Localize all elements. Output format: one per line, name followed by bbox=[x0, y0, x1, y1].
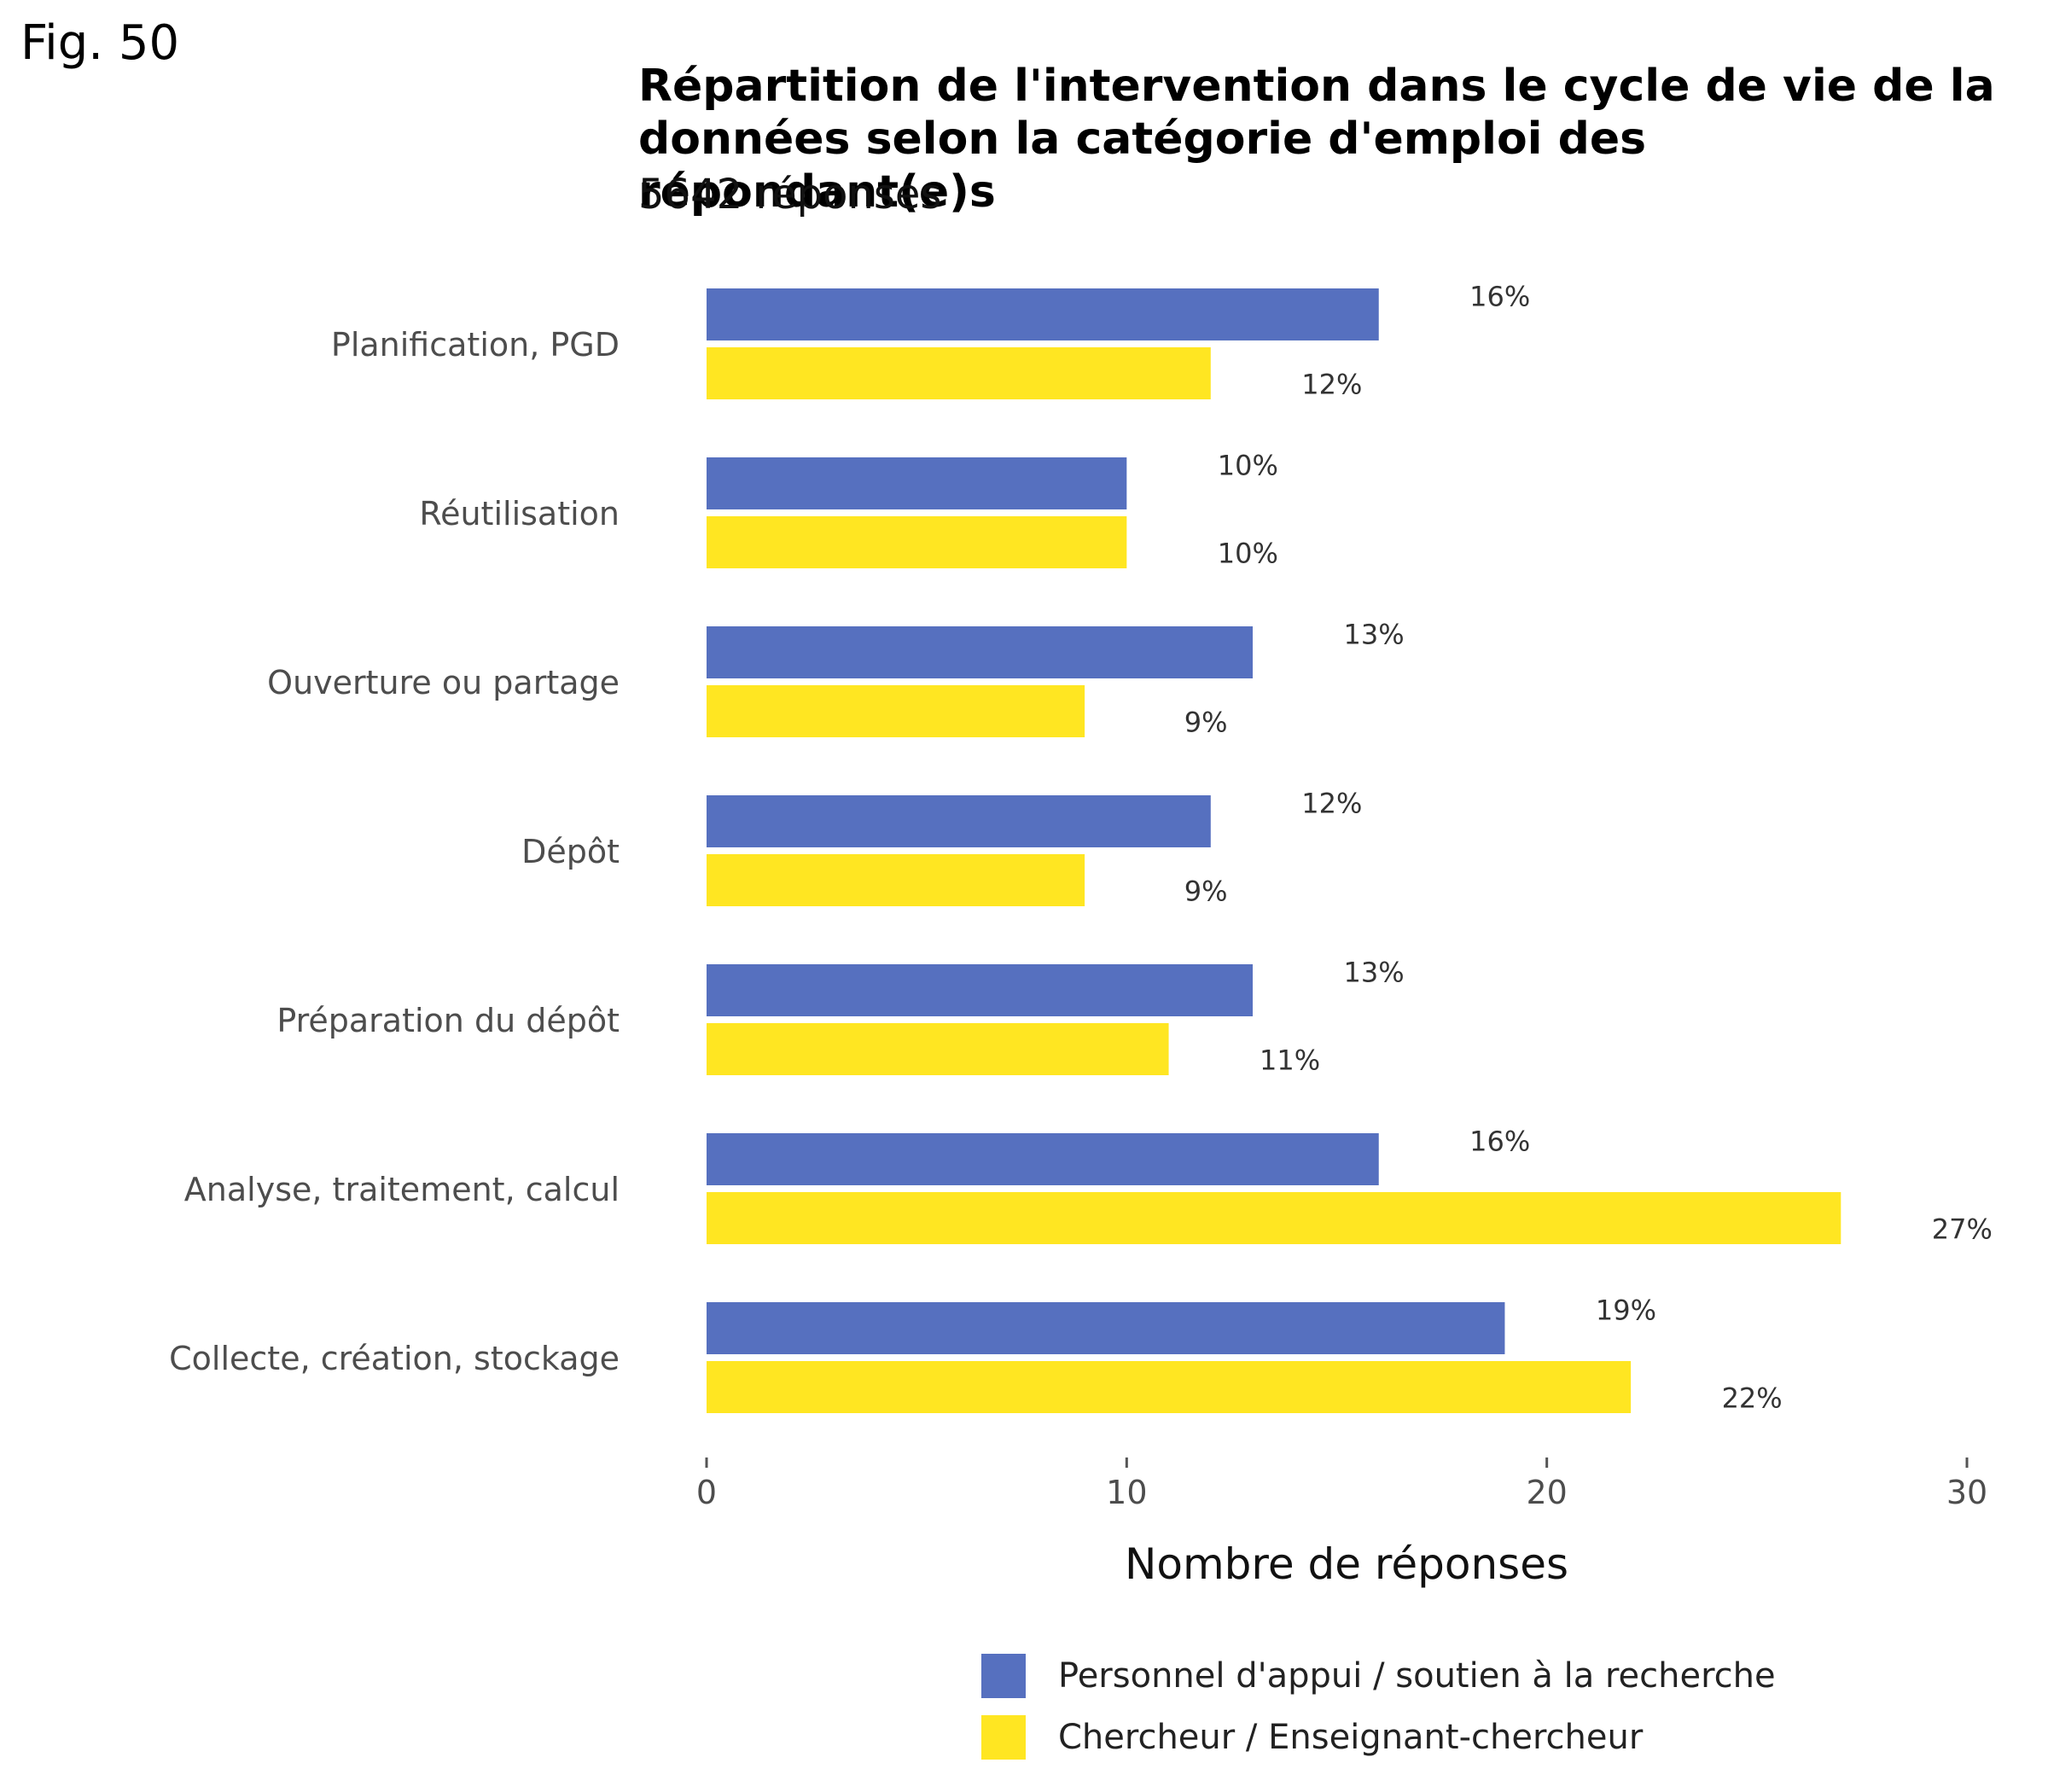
data-label: 12% bbox=[1301, 788, 1362, 820]
legend-label-researcher: Chercheur / Enseignant-chercheur bbox=[1058, 1718, 1644, 1757]
bar-researcher bbox=[707, 516, 1127, 568]
bar-chart: 16% 12% 10% 10% 13% 9% 12% 9% 13% 11% 16% 27% 19% 22%… bbox=[169, 281, 1993, 1590]
x-axis-label: Nombre de réponses bbox=[1125, 1539, 1568, 1589]
data-label: 13% bbox=[1343, 957, 1404, 989]
legend: Personnel d'appui / soutien à la recherc… bbox=[981, 1650, 1776, 1773]
chart-subtitle: 5642 réponses bbox=[638, 171, 942, 218]
legend-label-support: Personnel d'appui / soutien à la recherc… bbox=[1058, 1656, 1776, 1696]
bar-researcher bbox=[707, 1023, 1169, 1075]
x-tick-label: 0 bbox=[696, 1474, 717, 1511]
data-label: 9% bbox=[1184, 707, 1228, 739]
legend-item-researcher: Chercheur / Enseignant-chercheur bbox=[981, 1712, 1776, 1763]
category-label: Planification, PGD bbox=[331, 326, 620, 364]
legend-swatch-support bbox=[981, 1654, 1026, 1698]
category-label: Préparation du dépôt bbox=[276, 1002, 620, 1039]
bar-support bbox=[707, 964, 1254, 1016]
bar-support bbox=[707, 457, 1127, 509]
data-label: 10% bbox=[1218, 450, 1278, 482]
x-axis: 0 10 20 30 bbox=[696, 1457, 1987, 1511]
bar-researcher bbox=[707, 685, 1085, 737]
x-tick-label: 10 bbox=[1106, 1474, 1147, 1511]
data-label: 16% bbox=[1469, 281, 1530, 313]
bar-support bbox=[707, 795, 1211, 847]
bar-support bbox=[707, 1133, 1379, 1185]
x-tick-label: 20 bbox=[1526, 1474, 1567, 1511]
bar-researcher bbox=[707, 854, 1085, 906]
data-label: 12% bbox=[1301, 369, 1362, 401]
chart-title: Répartition de l'intervention dans le cy… bbox=[638, 61, 1995, 218]
category-label: Collecte, création, stockage bbox=[169, 1340, 620, 1377]
bar-support bbox=[707, 1302, 1505, 1354]
category-labels: Planification, PGD Réutilisation Ouverture… bbox=[169, 326, 620, 1377]
bar-support bbox=[707, 288, 1379, 340]
bars-layer: 16% 12% 10% 10% 13% 9% 12% 9% 13% 11% 16% 27% 19% 22% bbox=[707, 281, 1993, 1415]
data-label: 16% bbox=[1469, 1126, 1530, 1158]
category-label: Analyse, traitement, calcul bbox=[184, 1171, 620, 1208]
data-label: 10% bbox=[1218, 538, 1278, 570]
category-label: Dépôt bbox=[521, 833, 620, 870]
category-label: Ouverture ou partage bbox=[267, 664, 620, 701]
x-tick-label: 30 bbox=[1946, 1474, 1987, 1511]
data-label: 13% bbox=[1343, 619, 1404, 651]
data-label: 11% bbox=[1260, 1044, 1320, 1077]
bar-researcher bbox=[707, 1192, 1841, 1244]
figure-label: Fig. 50 bbox=[20, 15, 180, 71]
data-label: 9% bbox=[1184, 876, 1228, 908]
data-label: 22% bbox=[1722, 1382, 1783, 1415]
legend-item-support: Personnel d'appui / soutien à la recherc… bbox=[981, 1650, 1776, 1702]
bar-researcher bbox=[707, 347, 1211, 399]
legend-swatch-researcher bbox=[981, 1715, 1026, 1760]
data-label: 19% bbox=[1596, 1295, 1656, 1327]
bar-support bbox=[707, 626, 1254, 678]
category-label: Réutilisation bbox=[419, 495, 620, 532]
data-label: 27% bbox=[1932, 1213, 1993, 1246]
bar-researcher bbox=[707, 1361, 1632, 1413]
